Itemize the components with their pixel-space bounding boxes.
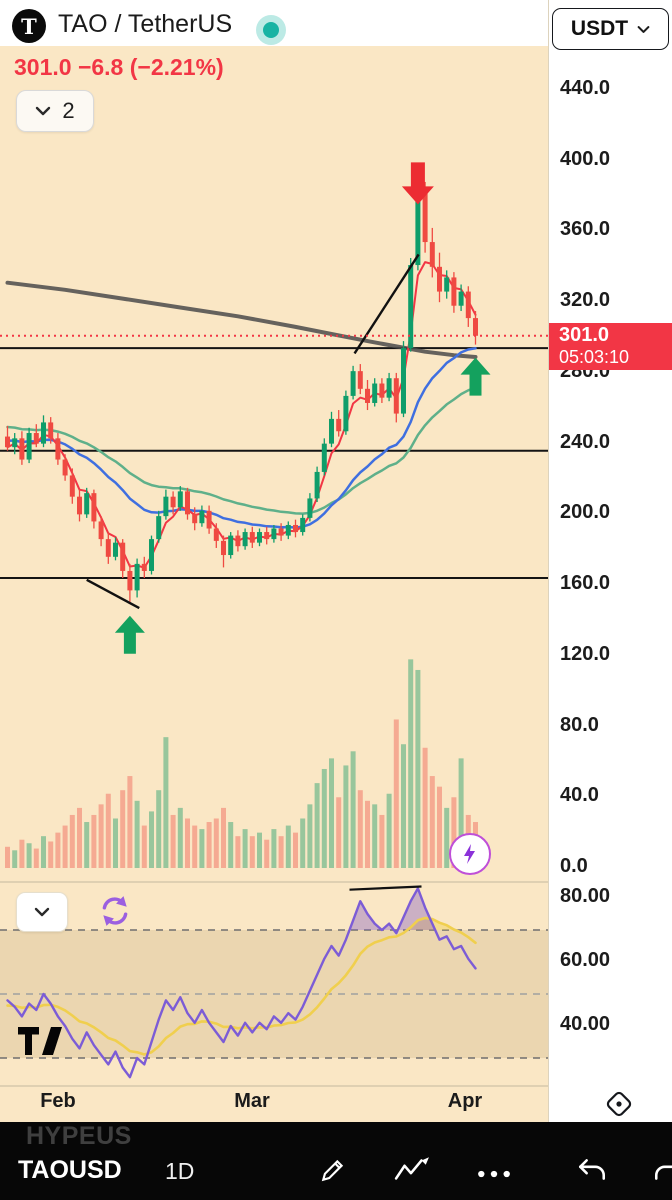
indicators-icon[interactable]	[394, 1156, 430, 1189]
rsi-axis-label: 80.00	[560, 885, 611, 907]
price-axis-label: 400.0	[560, 147, 611, 170]
symbol-logo-letter: T	[21, 13, 37, 39]
time-axis-label: Mar	[234, 1090, 270, 1112]
draw-icon[interactable]	[318, 1156, 348, 1189]
chevron-down-icon	[637, 25, 650, 33]
scale-settings-icon[interactable]	[601, 1086, 637, 1122]
interval-badge-label: 2	[62, 98, 75, 123]
rsi-axis-label: 40.00	[560, 1013, 611, 1035]
rsi-axis-label: 60.00	[560, 949, 611, 971]
rsi-refresh-icon[interactable]	[98, 894, 132, 928]
undo-icon[interactable]	[576, 1156, 608, 1189]
active-ticker-label[interactable]: TAOUSD	[18, 1156, 122, 1184]
current-price-tag: 301.0 05:03:10	[549, 323, 672, 370]
time-axis-label: Apr	[447, 1090, 483, 1112]
price-axis-label: 440.0	[560, 77, 611, 99]
price-axis-label: 40.0	[560, 784, 599, 807]
lightning-icon[interactable]	[449, 833, 491, 875]
time-axis-label: Feb	[40, 1090, 76, 1112]
price-axis-label: 240.0	[560, 430, 611, 453]
candle-countdown: 05:03:10	[559, 347, 630, 367]
symbol-title: TAO / TetherUS	[58, 10, 233, 38]
price-axis-label: 80.0	[560, 713, 599, 736]
more-options-icon[interactable]	[476, 1166, 512, 1184]
price-axis-label: 200.0	[560, 501, 611, 524]
price-axis-label: 320.0	[560, 289, 611, 312]
status-dot-icon	[256, 15, 286, 45]
price-axis[interactable]: USDT 440.0 400.0 360.0 320.0 280.0 240.0 200.0…	[548, 0, 672, 1122]
price-axis-label: 120.0	[560, 642, 611, 665]
watchlist-prev-ticker[interactable]: HYPEUS	[26, 1122, 132, 1150]
price-chart[interactable]	[0, 46, 548, 1122]
redo-icon[interactable]	[652, 1156, 672, 1189]
quote-currency-label: USDT	[570, 17, 629, 40]
rsi-collapse-button[interactable]	[16, 892, 68, 932]
interval-selector-button[interactable]: 2	[16, 90, 94, 132]
chevron-down-icon	[36, 106, 51, 116]
price-axis-label: 0.0	[560, 855, 588, 877]
tradingview-logo[interactable]	[18, 1026, 62, 1056]
chevron-down-icon	[34, 907, 50, 917]
price-change-line: 301.0 −6.8 (−2.21%)	[14, 54, 224, 80]
quote-currency-select[interactable]: USDT	[552, 8, 669, 50]
header-bar: T TAO / TetherUS	[0, 0, 548, 46]
symbol-logo: T	[12, 9, 46, 43]
current-price-value: 301.0	[559, 324, 610, 346]
timeframe-label[interactable]: 1D	[165, 1158, 195, 1184]
price-axis-label: 160.0	[560, 572, 611, 595]
bottom-sheet: HYPEUS TAOUSD 1D	[0, 1122, 672, 1200]
price-axis-label: 360.0	[560, 218, 611, 241]
